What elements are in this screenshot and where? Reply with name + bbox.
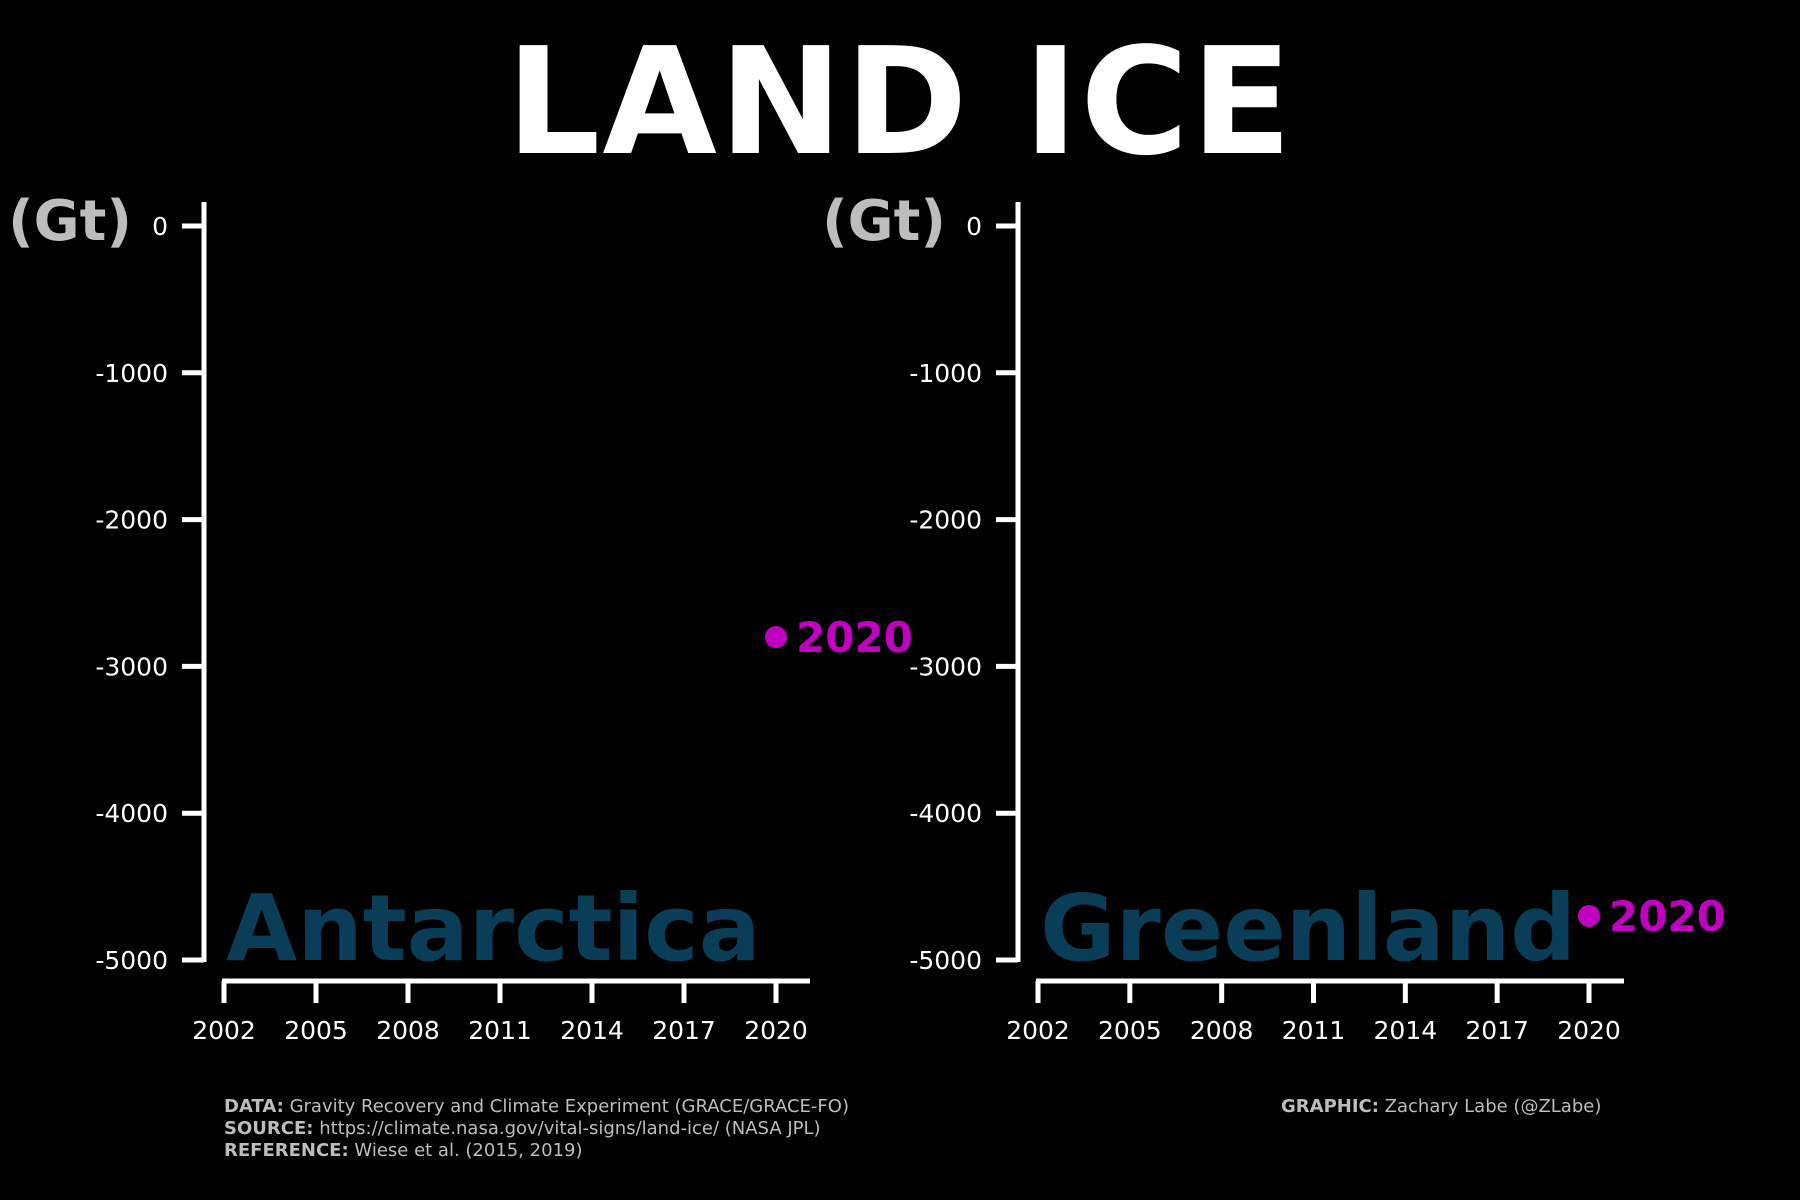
credit-graphic-text: Zachary Labe (@ZLabe) xyxy=(1384,1096,1602,1117)
antarctica-y-tick-label: -3000 xyxy=(95,652,168,681)
credit-graphic-label: GRAPHIC: xyxy=(1281,1096,1379,1117)
credit-source-label: SOURCE: xyxy=(224,1118,314,1139)
credit-reference: REFERENCE: Wiese et al. (2015, 2019) xyxy=(224,1140,849,1162)
antarctica-y-unit-label: (Gt) xyxy=(8,189,132,254)
greenland-x-tick-label: 2014 xyxy=(1374,1016,1438,1045)
greenland-y-tick-label: -2000 xyxy=(909,506,982,535)
antarctica-y-tick-label: -2000 xyxy=(95,506,168,535)
greenland-region-label: Greenland xyxy=(1040,875,1576,982)
antarctica-x-tick-label: 2014 xyxy=(560,1016,624,1045)
credit-source: SOURCE: https://climate.nasa.gov/vital-s… xyxy=(224,1118,849,1140)
antarctica-region-label: Antarctica xyxy=(226,875,761,982)
greenland-y-tick-label: -4000 xyxy=(909,799,982,828)
antarctica-y-tick-label: 0 xyxy=(152,212,168,241)
credit-source-text: https://climate.nasa.gov/vital-signs/lan… xyxy=(319,1118,821,1139)
credit-data-text: Gravity Recovery and Climate Experiment … xyxy=(289,1096,849,1117)
greenland-x-tick-label: 2005 xyxy=(1098,1016,1162,1045)
credit-graphic: GRAPHIC: Zachary Labe (@ZLabe) xyxy=(1281,1096,1601,1118)
greenland-x-tick-label: 2020 xyxy=(1557,1016,1621,1045)
page-title: LAND ICE xyxy=(506,16,1294,188)
greenland-x-tick-label: 2011 xyxy=(1282,1016,1346,1045)
greenland-y-tick-label: -1000 xyxy=(909,359,982,388)
credit-reference-label: REFERENCE: xyxy=(224,1140,349,1161)
greenland-y-tick-label: -5000 xyxy=(909,946,982,975)
greenland-x-tick-label: 2008 xyxy=(1190,1016,1254,1045)
antarctica-x-tick-label: 2008 xyxy=(376,1016,440,1045)
antarctica-data-point-label: 2020 xyxy=(796,613,913,662)
credits-left: DATA: Gravity Recovery and Climate Exper… xyxy=(224,1096,849,1162)
credit-data-label: DATA: xyxy=(224,1096,284,1117)
antarctica-y-tick-label: -1000 xyxy=(95,359,168,388)
antarctica-x-tick-label: 2020 xyxy=(744,1016,808,1045)
credit-reference-text: Wiese et al. (2015, 2019) xyxy=(354,1140,583,1161)
greenland-x-tick-label: 2017 xyxy=(1465,1016,1529,1045)
greenland-data-point xyxy=(1578,904,1600,927)
antarctica-x-tick-label: 2017 xyxy=(652,1016,716,1045)
greenland-y-tick-label: -3000 xyxy=(909,652,982,681)
antarctica-y-tick-label: -5000 xyxy=(95,946,168,975)
antarctica-x-tick-label: 2011 xyxy=(468,1016,532,1045)
antarctica-y-tick-label: -4000 xyxy=(95,799,168,828)
antarctica-data-point xyxy=(765,626,787,649)
antarctica-x-tick-label: 2005 xyxy=(284,1016,348,1045)
credits-right: GRAPHIC: Zachary Labe (@ZLabe) xyxy=(1281,1096,1601,1118)
credit-data: DATA: Gravity Recovery and Climate Exper… xyxy=(224,1096,849,1118)
greenland-y-unit-label: (Gt) xyxy=(822,189,946,254)
antarctica-x-tick-label: 2002 xyxy=(192,1016,256,1045)
greenland-data-point-label: 2020 xyxy=(1609,892,1726,941)
greenland-x-tick-label: 2002 xyxy=(1006,1016,1070,1045)
greenland-y-tick-label: 0 xyxy=(966,212,982,241)
